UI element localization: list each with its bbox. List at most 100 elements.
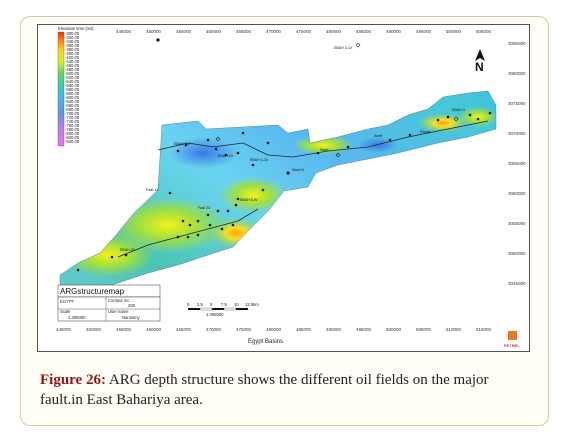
map-text: 445000 [116, 29, 132, 34]
field-label: EBAH 4 [452, 108, 465, 112]
color-legend: Elevation time [ms] -300.00 -320.00 -340… [57, 26, 93, 147]
y-axis-right: 3085000 3080000 3075000 3070000 3065000 … [508, 41, 526, 286]
map-text: -620.00 [65, 95, 80, 100]
map-text: 515000 [476, 327, 492, 332]
map-text: 485000 [296, 327, 312, 332]
map-text: -540.00 [65, 79, 80, 84]
map-text: -660.00 [65, 103, 80, 108]
map-text: -560.00 [65, 83, 80, 88]
map-text: 465000 [176, 327, 192, 332]
map-text: 500000 [386, 327, 402, 332]
map-text: 495000 [356, 327, 372, 332]
field-label: Fadl-1X [146, 188, 159, 192]
map-text: 12.5km [245, 302, 259, 307]
map-text: 480000 [266, 327, 282, 332]
map-text: 3075000 [508, 101, 526, 106]
map-text: -840.00 [65, 139, 80, 144]
map-text: 475000 [296, 29, 312, 34]
map-text: 3050000 [508, 251, 526, 256]
field-label: Fadl 2X [198, 206, 211, 210]
map-text: 3060000 [508, 191, 526, 196]
map-text: 3065000 [508, 161, 526, 166]
map-text: -440.00 [65, 59, 80, 64]
map-text: 3045000 [508, 281, 526, 286]
map-text: 1:305000 [206, 312, 224, 317]
field-label: Saed [320, 148, 328, 152]
map-text: User name [108, 309, 129, 314]
north-arrow-icon: N [475, 49, 485, 74]
map-text: 3080000 [508, 71, 526, 76]
map-text: -460.00 [65, 63, 80, 68]
major-fault-lines [117, 120, 489, 258]
map-text: 3055000 [508, 221, 526, 226]
field-label: Ramla [420, 130, 430, 134]
map-text: -420.00 [65, 55, 80, 60]
field-label: EBAH 3-10 [250, 158, 268, 162]
map-text: 455000 [176, 29, 192, 34]
map-text: -320.00 [65, 35, 80, 40]
map-text: -360.00 [65, 43, 80, 48]
map-text: -340.00 [65, 39, 80, 44]
map-text: -380.00 [65, 47, 80, 52]
map-text: 500000 [446, 29, 462, 34]
field-label: EBAH 5-W [240, 198, 258, 202]
map-text: 490000 [326, 327, 342, 332]
field-label: EBAH 1X [218, 154, 234, 158]
scale-bar: 0 2.5 5 7.5 10 12.5km 1:305000 [187, 302, 259, 317]
map-text: 505000 [416, 327, 432, 332]
map-text: EGYPT [60, 299, 75, 304]
map-info-block: ARGstructuremap EGYPT Scale 1:305000 Con… [57, 284, 161, 322]
map-text: 200 [128, 303, 136, 308]
map-text: 480000 [326, 29, 342, 34]
map-text: 485000 [356, 29, 372, 34]
field-labels: EBAH 3-1X EBAH 3-6 EBAH 1X EBAH 3-10 Sae… [120, 46, 465, 252]
map-text: 460000 [146, 327, 162, 332]
figure-caption: Figure 26: ARG depth structure shows the… [40, 370, 530, 410]
map-text: -480.00 [65, 67, 80, 72]
map-text: -600.00 [65, 91, 80, 96]
map-text: 455000 [116, 327, 132, 332]
map-text: 510000 [446, 327, 462, 332]
top-well-label: EBAH 3-1X [334, 46, 353, 50]
map-text: 0 [187, 302, 190, 307]
petrel-logo: PETREL [504, 331, 520, 348]
map-text: 470000 [206, 327, 222, 332]
map-text: -700.00 [65, 111, 80, 116]
field-label: Amel [374, 134, 382, 138]
map-text: -760.00 [65, 123, 80, 128]
map-text: Contour inc [108, 298, 129, 303]
field-label: EBAH 3-6 [174, 142, 190, 146]
map-text: Nanosmy [122, 315, 141, 320]
map-text: 450000 [146, 29, 162, 34]
map-text: 1:305000 [68, 315, 86, 320]
field-label: Saed N [292, 168, 304, 172]
map-text: 490000 [386, 29, 402, 34]
map-text: 10 [234, 302, 239, 307]
map-text: 495000 [416, 29, 432, 34]
map-text: -720.00 [65, 115, 80, 120]
caption-text: ARG depth structure shows the different … [40, 372, 489, 408]
map-text: 3085000 [508, 41, 526, 46]
legend-title: Elevation time [ms] [58, 26, 93, 31]
well-diamonds [215, 42, 459, 158]
x-axis-top: 445000 450000 455000 460000 465000 47000… [116, 29, 492, 34]
map-text: -640.00 [65, 99, 80, 104]
map-text: 3070000 [508, 131, 526, 136]
map-text: 475000 [236, 327, 252, 332]
map-text: 7.5 [221, 302, 227, 307]
map-text: -580.00 [65, 87, 80, 92]
structure-map: EBAH 3-1X EBAH 3-6 EBAH 1X EBAH 3-10 Sae… [37, 24, 530, 352]
map-text: 450000 [86, 327, 102, 332]
caption-label: Figure 26: [40, 372, 106, 388]
map-title: ARGstructuremap [60, 287, 125, 296]
x-axis-bottom: 445000 450000 455000 460000 465000 47000… [56, 327, 492, 332]
map-text: 465000 [236, 29, 252, 34]
map-text: -800.00 [65, 131, 80, 136]
map-text: Scale [60, 309, 71, 314]
map-text: PETREL [504, 343, 520, 348]
map-text: -500.00 [65, 71, 80, 76]
map-text: 460000 [206, 29, 222, 34]
map-text: -300.00 [65, 31, 80, 36]
map-text: N [475, 60, 484, 74]
map-text: -780.00 [65, 127, 80, 132]
